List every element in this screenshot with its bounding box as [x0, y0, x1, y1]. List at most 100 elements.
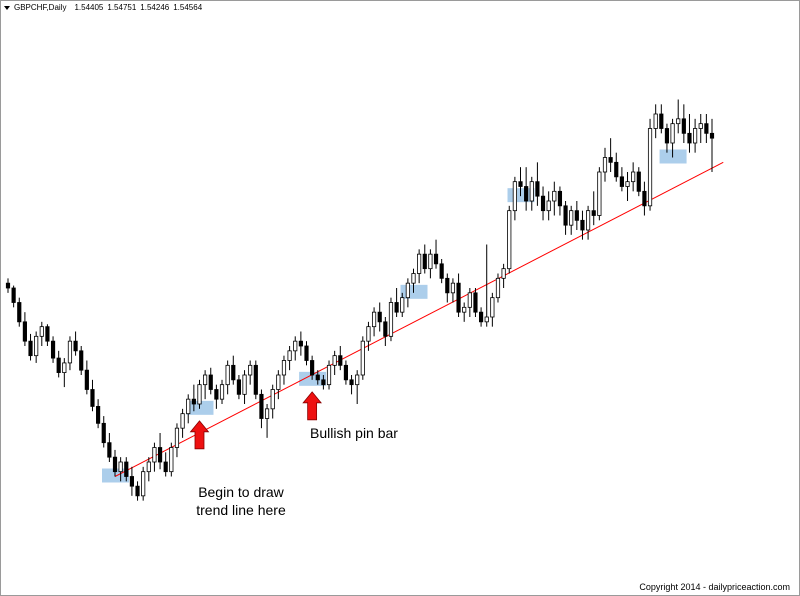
candle-83 [473, 288, 478, 317]
candle-body-32 [186, 398, 191, 415]
candle-106 [602, 147, 608, 182]
candle-76 [433, 239, 439, 269]
candle-body-45 [259, 393, 264, 419]
candle-body-35 [203, 374, 208, 386]
candle-23 [135, 481, 140, 501]
candle-body-113 [642, 190, 647, 207]
candle-body-64 [366, 326, 371, 342]
candle-body-58 [332, 355, 337, 366]
candle-108 [614, 152, 619, 182]
candle-body-56 [321, 379, 326, 386]
candle-62 [355, 370, 360, 404]
candle-121 [687, 114, 692, 153]
candle-body-87 [495, 277, 501, 299]
candle-80 [456, 273, 461, 317]
candle-body-86 [490, 297, 495, 318]
annotation-pin-bar-text: Bullish pin bar [310, 425, 398, 441]
candle-7 [45, 324, 50, 346]
copyright-text: Copyright 2014 - dailypriceaction.com [639, 582, 790, 592]
candle-body-121 [687, 132, 692, 144]
candle-57 [326, 360, 332, 390]
candle-body-27 [157, 447, 163, 463]
candle-46 [264, 404, 270, 438]
dropdown-arrow-icon[interactable] [4, 5, 10, 10]
candle-body-70 [400, 297, 405, 313]
candle-30 [174, 423, 180, 458]
candle-92 [524, 167, 529, 211]
candle-26 [152, 442, 157, 472]
candle-66 [377, 302, 382, 332]
candle-74 [422, 244, 427, 274]
candle-body-110 [625, 181, 630, 187]
low-price: 1.54246 [140, 3, 170, 12]
candle-33 [191, 384, 196, 412]
candle-body-69 [394, 302, 399, 313]
candle-81 [462, 302, 467, 322]
candle-20 [118, 457, 123, 482]
candle-52 [298, 331, 303, 356]
candle-75 [428, 249, 433, 279]
candle-60 [343, 360, 349, 385]
candle-32 [186, 394, 191, 424]
candle-body-78 [445, 277, 450, 294]
candle-body-47 [270, 389, 275, 410]
candle-124 [704, 114, 709, 143]
candle-84 [478, 307, 484, 327]
candle-47 [270, 384, 275, 419]
candle-body-11 [67, 340, 73, 364]
candle-104 [591, 191, 596, 226]
candle-69 [394, 288, 399, 317]
candle-54 [310, 355, 315, 380]
candle-body-97 [552, 190, 557, 202]
candle-body-106 [602, 157, 608, 173]
candle-body-34 [197, 384, 202, 405]
candle-body-50 [287, 350, 292, 361]
candle-103 [586, 205, 591, 240]
candle-109 [619, 167, 624, 192]
candle-70 [400, 292, 405, 317]
candle-body-65 [371, 311, 377, 328]
annotation-begin-line1: Begin to draw [198, 484, 284, 500]
candle-body-84 [478, 311, 484, 323]
candle-body-83 [473, 292, 478, 313]
candle-body-72 [411, 273, 416, 284]
candle-body-103 [586, 210, 591, 231]
candle-55 [315, 370, 320, 385]
candle-body-76 [433, 253, 439, 265]
candle-50 [287, 346, 292, 371]
candle-27 [157, 433, 163, 470]
candle-body-15 [90, 389, 95, 407]
candle-body-109 [619, 176, 624, 187]
candle-43 [248, 360, 253, 385]
candle-body-95 [540, 195, 546, 212]
candle-body-26 [152, 447, 157, 463]
candle-body-38 [219, 384, 225, 400]
candle-90 [512, 176, 517, 221]
candle-body-91 [518, 181, 523, 187]
candle-105 [597, 167, 602, 221]
candle-body-21 [124, 461, 129, 477]
candle-body-108 [614, 161, 619, 178]
candle-58 [332, 350, 337, 375]
candle-35 [203, 370, 208, 400]
candle-body-88 [501, 268, 506, 279]
candle-102 [580, 210, 585, 240]
candle-body-96 [546, 200, 551, 212]
candle-body-80 [456, 282, 461, 313]
candle-body-12 [73, 340, 78, 352]
candle-body-41 [236, 379, 242, 395]
candle-113 [642, 181, 647, 216]
candle-body-25 [146, 461, 151, 473]
candle-body-20 [118, 461, 123, 473]
candle-63 [360, 336, 365, 380]
candle-body-82 [467, 292, 472, 308]
candle-82 [467, 288, 472, 317]
candle-42 [242, 370, 247, 404]
candle-body-116 [659, 113, 664, 129]
candle-86 [490, 292, 495, 327]
candle-body-99 [563, 205, 568, 226]
candle-14 [84, 360, 89, 395]
candle-73 [417, 249, 422, 284]
candle-22 [129, 466, 134, 496]
candle-body-112 [636, 171, 641, 192]
